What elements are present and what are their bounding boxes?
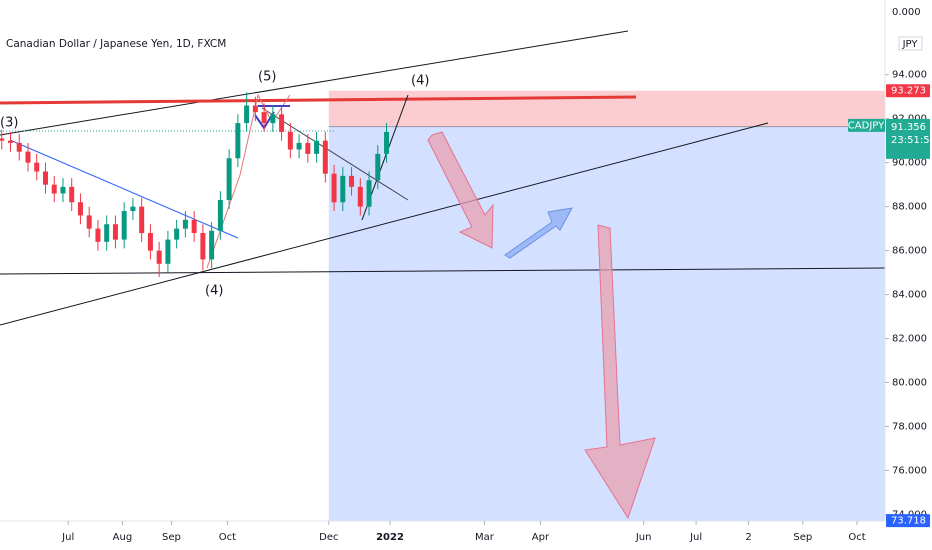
candle-body xyxy=(314,140,320,154)
candle-body xyxy=(235,123,241,159)
last-price-tag xyxy=(886,118,930,159)
y-tick-label: 78.000 xyxy=(892,421,927,432)
candle-body xyxy=(340,175,346,203)
candle-body xyxy=(270,114,276,124)
y-tick-label: 88.000 xyxy=(892,202,927,213)
x-tick-label: 2022 xyxy=(376,532,404,543)
arrow-up xyxy=(504,207,573,259)
candle-body xyxy=(366,180,372,207)
candle-body xyxy=(200,233,206,260)
symbol-tag xyxy=(848,118,885,132)
countdown-label: 23:51:53 xyxy=(891,135,932,146)
wave-label: (5) xyxy=(258,70,276,85)
x-tick-label: Jul xyxy=(61,532,74,543)
candle-body xyxy=(287,131,293,150)
candle-body xyxy=(147,233,153,251)
candle-body xyxy=(121,211,127,240)
arrow-down xyxy=(427,131,494,249)
y-tick-label: 82.000 xyxy=(892,334,927,345)
candle-body xyxy=(252,105,258,113)
arrow-down-large xyxy=(584,224,656,520)
currency-box xyxy=(898,36,923,51)
candle-body xyxy=(34,162,40,172)
candle-body xyxy=(25,151,31,163)
scale-label: 0.000 xyxy=(892,7,921,18)
chart-title: Canadian Dollar / Japanese Yen, 1D, FXCM xyxy=(6,38,226,50)
candle-body xyxy=(95,228,101,242)
candle-body xyxy=(226,158,232,201)
candle-body xyxy=(375,153,381,181)
x-tick-label: Dec xyxy=(319,532,338,543)
candle-body xyxy=(384,131,390,154)
trendline xyxy=(261,107,409,201)
x-tick-label: Sep xyxy=(162,532,181,543)
x-tick-label: 2 xyxy=(745,532,751,543)
candle-body xyxy=(322,140,328,174)
candle-body xyxy=(217,200,223,231)
y-tick-label: 90.000 xyxy=(892,158,927,169)
channel-top xyxy=(0,30,629,136)
candle-body xyxy=(0,138,5,141)
candle-body xyxy=(60,186,66,194)
y-tick-label: 80.000 xyxy=(892,378,927,389)
candle-body xyxy=(305,142,311,154)
y-tick-label: 76.000 xyxy=(892,465,927,476)
candle-body xyxy=(16,142,22,152)
candle-body xyxy=(349,175,355,187)
price-tag-label: 73.718 xyxy=(891,516,926,527)
candle-body xyxy=(279,114,285,132)
currency: JPY xyxy=(902,39,919,50)
y-tick-label: 94.000 xyxy=(892,70,927,81)
candle-body xyxy=(244,105,250,124)
candle-body xyxy=(174,228,180,240)
candle-body xyxy=(209,230,215,260)
candle-body xyxy=(331,173,337,203)
y-tick-label: 86.000 xyxy=(892,246,927,257)
y-tick-label: 84.000 xyxy=(892,290,927,301)
trendline xyxy=(9,139,239,239)
x-tick-label: Aug xyxy=(113,532,133,543)
candle-body xyxy=(165,239,171,264)
candle-body xyxy=(77,202,83,216)
x-tick-label: Jun xyxy=(635,532,652,543)
candle-body xyxy=(7,140,13,143)
price-tag xyxy=(886,514,930,528)
x-tick-label: Sep xyxy=(793,532,812,543)
last-price-label: 91.356 xyxy=(891,122,926,133)
candle-body xyxy=(182,219,188,229)
wave-label: (4) xyxy=(411,74,429,89)
candle-body xyxy=(112,224,118,240)
wave-label: (4) xyxy=(205,284,223,299)
x-tick-label: Mar xyxy=(475,532,495,543)
candle-body xyxy=(86,215,92,229)
channel-bottom xyxy=(0,122,769,326)
wave-label: (3) xyxy=(0,116,18,131)
candle-body xyxy=(191,219,197,234)
candle-body xyxy=(261,112,267,124)
candle-body xyxy=(130,206,136,212)
x-tick-label: Jul xyxy=(689,532,702,543)
candle-body xyxy=(156,250,162,264)
resistance-line xyxy=(0,95,637,105)
price-tag xyxy=(886,84,930,98)
candle-body xyxy=(104,224,110,242)
candle-body xyxy=(296,142,302,150)
candle-body xyxy=(69,186,75,203)
price-tag-label: 93.273 xyxy=(891,86,926,97)
x-tick-label: Apr xyxy=(532,532,550,543)
support-line xyxy=(0,267,886,275)
candle-body xyxy=(357,186,363,207)
x-tick-label: Oct xyxy=(848,532,865,543)
symbol-label: CADJPY xyxy=(848,120,885,131)
candle-body xyxy=(139,206,145,234)
x-tick-label: Oct xyxy=(219,532,236,543)
candle-body xyxy=(51,184,57,194)
candle-body xyxy=(42,171,48,185)
time-axis xyxy=(0,521,932,550)
